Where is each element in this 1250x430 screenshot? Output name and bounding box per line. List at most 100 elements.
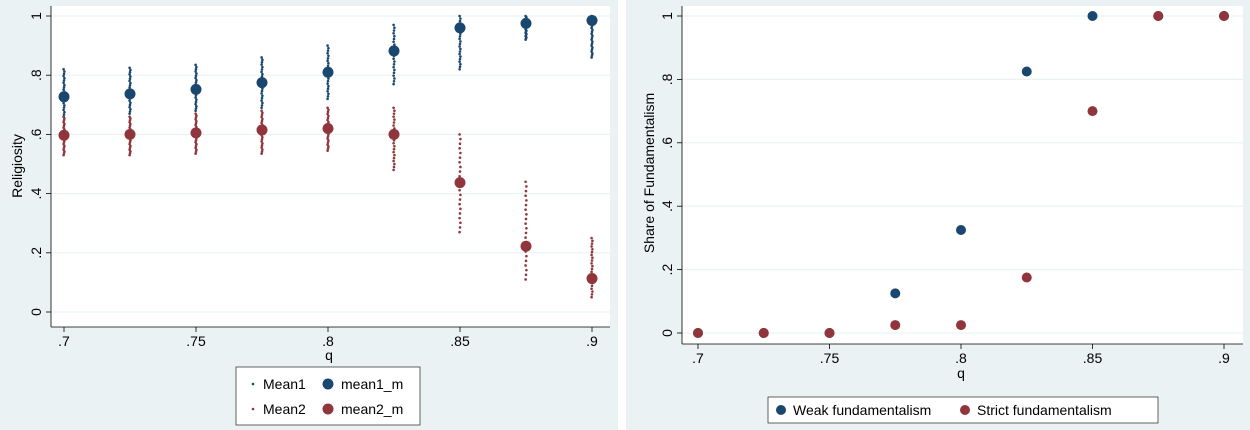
x-tick-label: .8 [322, 333, 334, 349]
point-mean2 [260, 144, 264, 147]
point-mean2 [590, 245, 593, 248]
left-chart-panel: 0 .2 .4 .6 .8 1 .7 .75 .8 .85 .9 q Religiosity Mea… [0, 0, 618, 430]
point-mean2 [260, 140, 263, 143]
point-mean2 [326, 141, 330, 144]
point-mean1 [128, 79, 131, 83]
point-mean1 [591, 40, 594, 43]
point-mean2 [458, 156, 462, 159]
point-mean2 [260, 121, 263, 125]
legend: Weak fundamentalism Strict fundamentalis… [767, 396, 1159, 424]
legend-marker-mean2-m [322, 403, 334, 415]
point-mean1 [260, 96, 264, 100]
legend-marker-strict [960, 405, 970, 415]
point-strict-fundamentalism [758, 328, 769, 338]
y-tick-label: .6 [659, 137, 675, 149]
point-mean1 [458, 60, 461, 63]
point-mean1 [458, 67, 461, 71]
point-mean2 [261, 111, 264, 115]
point-mean1 [260, 63, 263, 66]
point-mean1 [458, 65, 462, 69]
point-strict-fundamentalism [956, 320, 966, 331]
point-mean2 [590, 262, 593, 265]
point-mean2 [393, 118, 396, 121]
point-mean2 [590, 267, 594, 271]
point-mean2 [458, 198, 462, 201]
point-mean1 [260, 92, 263, 95]
y-axis-title: Share of Fundamentalism [641, 93, 657, 253]
point-mean1 [327, 92, 330, 96]
point-mean1 [392, 23, 395, 27]
point-mean2 [591, 247, 594, 251]
point-mean1 [590, 42, 594, 45]
legend-label-mean1: Mean1 [263, 376, 306, 392]
point-mean1 [195, 98, 198, 102]
y-tick-label: .8 [28, 69, 44, 81]
point-mean2 [524, 194, 527, 198]
point-mean2 [392, 150, 395, 154]
point-mean1 [261, 94, 264, 98]
point-mean1 [326, 64, 330, 68]
point-mean2 [458, 216, 461, 220]
point-mean2 [590, 242, 594, 245]
point-mean2 [261, 142, 264, 145]
point-mean1 [327, 77, 330, 80]
point-mean2-m [454, 177, 466, 189]
point-mean1 [194, 102, 197, 106]
point-mean1-m [256, 77, 268, 89]
point-mean1 [590, 48, 594, 51]
point-mean1 [260, 60, 264, 64]
point-mean2 [326, 149, 329, 152]
point-mean2 [260, 146, 263, 149]
point-mean1 [590, 36, 594, 40]
point-mean2 [590, 253, 593, 257]
point-mean1 [62, 88, 65, 91]
point-mean2 [525, 199, 528, 202]
point-mean1 [326, 87, 330, 91]
point-mean1 [260, 89, 264, 93]
point-mean1 [458, 52, 461, 56]
point-mean2 [458, 170, 462, 173]
point-mean2 [392, 147, 396, 151]
point-mean1 [392, 63, 396, 66]
point-mean2 [459, 137, 462, 141]
point-mean2-m [190, 127, 202, 139]
y-tick-label: .4 [28, 188, 44, 200]
point-mean1 [128, 86, 131, 89]
point-mean1 [392, 79, 396, 83]
point-mean2 [326, 118, 329, 122]
point-mean1-m [190, 83, 202, 95]
legend-label-mean1-m: mean1_m [341, 376, 403, 392]
point-mean1 [260, 70, 263, 74]
point-mean1 [128, 112, 131, 115]
point-mean1 [590, 54, 594, 57]
point-mean1 [62, 79, 66, 82]
point-mean1 [590, 30, 594, 34]
point-mean1-m [58, 91, 70, 103]
point-mean2 [326, 112, 329, 116]
point-mean2 [524, 259, 528, 263]
point-mean2 [326, 143, 329, 146]
religiosity-chart: 0 .2 .4 .6 .8 1 .7 .75 .8 .85 .9 q Religiosity Mea… [9, 6, 610, 426]
point-mean1 [458, 34, 462, 38]
point-mean1 [260, 68, 264, 71]
x-axis-title: q [325, 347, 333, 363]
point-mean1 [129, 81, 132, 85]
y-tick-label: 1 [28, 12, 44, 20]
point-mean1 [458, 50, 462, 53]
point-mean2 [326, 110, 330, 114]
point-mean2 [392, 156, 396, 160]
point-mean1 [128, 66, 131, 70]
point-mean1 [392, 82, 395, 86]
point-mean2 [524, 180, 527, 184]
point-mean2 [327, 120, 330, 124]
point-mean1 [392, 37, 396, 41]
point-mean2 [590, 270, 593, 274]
point-mean1 [326, 89, 329, 93]
y-tick-label: .4 [659, 200, 675, 212]
point-mean2 [393, 162, 396, 166]
point-mean1 [194, 109, 197, 113]
point-mean1 [62, 81, 65, 85]
x-tick-label: .85 [450, 333, 470, 349]
point-mean1 [62, 113, 66, 116]
point-mean1 [459, 17, 462, 20]
